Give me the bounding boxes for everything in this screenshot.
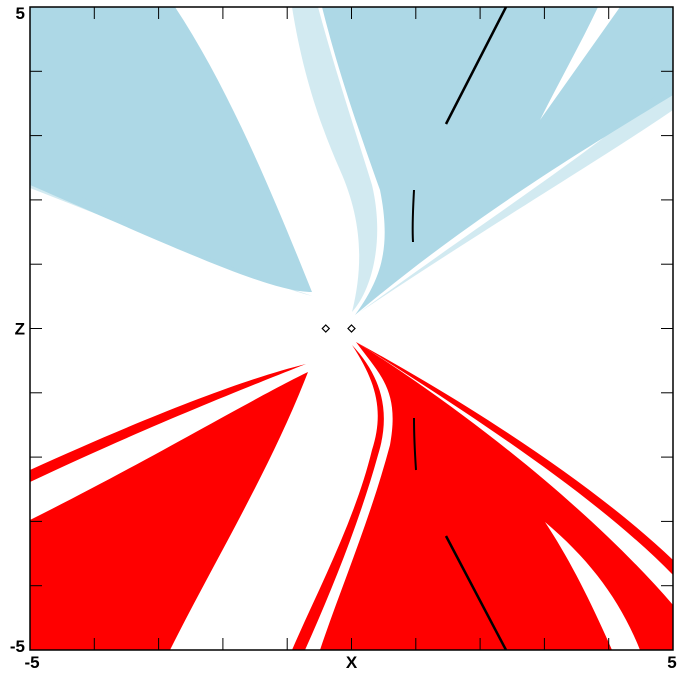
fixed-points <box>321 324 356 333</box>
curve-lower-short <box>413 417 417 471</box>
fixed-point-marker-1 <box>347 324 356 333</box>
upper-center-fringe <box>292 7 378 312</box>
curve-upper-short <box>411 189 415 243</box>
x-tick-label-right: 5 <box>667 653 676 672</box>
curve-lower-diagonal <box>444 535 508 650</box>
y-tick-label-top: 5 <box>16 4 25 23</box>
x-tick-label-left: -5 <box>24 653 39 672</box>
fixed-point-marker-0 <box>321 324 331 333</box>
plot-frame <box>29 6 674 651</box>
lower-basin-region <box>30 342 673 650</box>
upper-basin-region <box>30 7 673 315</box>
lower-left-lobe <box>30 372 308 650</box>
upper-right-lobe <box>322 7 673 315</box>
y-axis-label: Z <box>15 320 25 339</box>
curve-upper-diagonal <box>444 7 508 125</box>
x-axis-label: X <box>346 653 358 672</box>
trajectory-curves <box>411 7 508 650</box>
y-tick-label-bottom: -5 <box>10 637 25 656</box>
upper-left-lobe <box>30 7 312 292</box>
lower-right-lobe <box>320 342 673 650</box>
